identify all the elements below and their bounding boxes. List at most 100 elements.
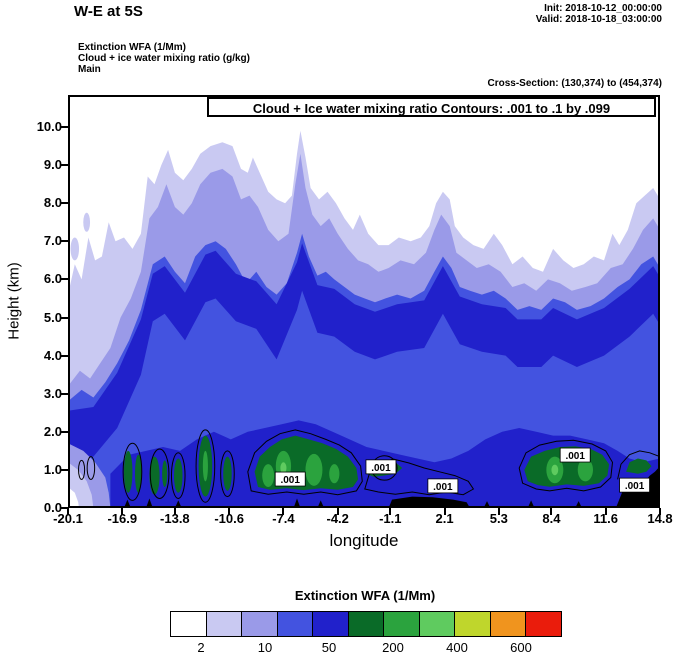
low-cloud-green-2 — [135, 454, 142, 493]
green-core-6 — [577, 458, 593, 482]
green-core-7 — [202, 450, 208, 482]
colorbar-tick-label: 50 — [321, 640, 337, 655]
y-tick-label: 2.0 — [43, 423, 62, 439]
x-tick-label: 5.3 — [489, 511, 508, 526]
x-tick-mark — [497, 508, 500, 515]
x-tick-mark — [173, 508, 176, 515]
x-tick-mark — [67, 508, 69, 515]
terrain-bump-2 — [146, 498, 153, 508]
field-line-cloud-ice: Cloud + ice water mixing ratio (g/kg) — [78, 53, 250, 64]
y-tick-mark — [61, 126, 68, 128]
y-tick-mark — [61, 468, 68, 471]
contour-label: .001 — [280, 475, 300, 486]
colorbar-cell-lavender — [206, 612, 243, 636]
x-tick-mark — [443, 508, 446, 515]
y-tick-mark — [61, 316, 68, 319]
y-tick-label: 8.0 — [43, 195, 62, 211]
y-tick-label: 3.0 — [43, 385, 62, 401]
x-tick-label: -7.4 — [272, 511, 295, 526]
contour-label: .001 — [625, 481, 645, 492]
y-tick-mark — [61, 430, 68, 433]
x-tick-label: -10.6 — [214, 511, 244, 526]
cloud-contour-line — [170, 452, 186, 499]
terrain-strip-center — [388, 496, 470, 508]
y-tick-mark — [61, 354, 68, 357]
colorbar-tick-label: 10 — [257, 640, 273, 655]
colorbar — [170, 611, 562, 637]
terrain-bump-4 — [293, 498, 301, 508]
field-line-main: Main — [78, 64, 101, 75]
colorbar-cell-yellow — [455, 612, 491, 636]
surface-left-white — [68, 487, 79, 508]
x-tick-mark — [604, 508, 607, 515]
cloud-contour-line — [247, 429, 363, 496]
y-tick-label: 6.0 — [43, 271, 62, 287]
y-tick-label: 4.0 — [43, 347, 62, 363]
contour-label-box — [274, 471, 306, 487]
cloud-contour-line — [617, 450, 660, 480]
low-cloud-green-1 — [123, 450, 133, 493]
contour-label: .001 — [371, 463, 391, 474]
colorbar-tick-label: 400 — [446, 640, 468, 655]
x-tick-label: 2.1 — [435, 511, 454, 526]
valid-time-label: Valid: 2018-10-18_03:00:00 — [535, 14, 662, 25]
colorbar-cell-darkgreen — [348, 612, 385, 636]
x-tick-mark — [659, 508, 661, 515]
x-tick-label: -20.1 — [53, 511, 83, 526]
contour-label-box — [365, 459, 397, 475]
y-tick-label: 7.0 — [43, 233, 62, 249]
x-tick-label: -1.1 — [379, 511, 402, 526]
x-axis-title: longitude — [329, 531, 399, 550]
cloud-contour-line — [122, 442, 143, 501]
field-description-block: Extinction WFA (1/Mm) Cloud + ice water … — [78, 42, 250, 75]
lightgreen-core-1 — [280, 462, 287, 474]
colorbar-cell-blue — [277, 612, 314, 636]
init-time-label: Init: 2018-10-12_00:00:00 — [544, 3, 662, 14]
x-tick-mark — [282, 508, 285, 515]
x-tick-mark — [336, 508, 339, 515]
cloud-contour-line — [220, 450, 235, 498]
plot-border — [68, 95, 660, 508]
colorbar-cell-green — [384, 612, 420, 636]
contour-label-box — [427, 478, 459, 494]
terrain-bump-1 — [124, 499, 131, 508]
colorbar-tick-label: 600 — [510, 640, 532, 655]
colorbar-cell-white — [171, 612, 207, 636]
x-tick-label: -4.2 — [326, 511, 349, 526]
plot-layers: .001 .001 .001 .001 .001 — [68, 95, 660, 508]
x-tick-mark — [228, 508, 231, 515]
cloud-contour-line — [78, 459, 86, 480]
x-tick-label: 8.4 — [542, 511, 561, 526]
contour-label: .001 — [433, 482, 453, 493]
y-axis-title: Height (km) — [5, 262, 23, 340]
cloud-contour-line — [149, 448, 170, 499]
cross-section-label: Cross-Section: (130,374) to (454,374) — [487, 78, 662, 89]
lavender-speck-2 — [83, 212, 91, 232]
y-tick-mark — [61, 507, 68, 509]
colorbar-cell-darkblue — [313, 612, 349, 636]
y-tick-mark — [61, 202, 68, 205]
low-cloud-green-4 — [162, 460, 168, 488]
colorbar-tick-label: 2 — [197, 640, 205, 655]
y-tick-mark — [61, 240, 68, 243]
init-valid-block: Init: 2018-10-12_00:00:00 Valid: 2018-10… — [536, 3, 662, 25]
contour-info-box: Cloud + Ice water mixing ratio Contours:… — [207, 97, 656, 117]
y-tick-mark — [61, 164, 68, 167]
colorbar-tick-label: 200 — [382, 640, 404, 655]
contour-label: .001 — [565, 451, 585, 462]
y-tick-label: 9.0 — [43, 157, 62, 173]
colorbar-title: Extinction WFA (1/Mm) — [294, 588, 436, 603]
green-core-3 — [305, 453, 323, 486]
low-cloud-green-3 — [149, 456, 160, 495]
x-tick-mark — [389, 508, 392, 515]
colorbar-cell-periwinkle — [242, 612, 278, 636]
x-tick-mark — [550, 508, 553, 515]
green-core-1 — [262, 464, 275, 488]
cloud-contour-line — [195, 429, 216, 503]
y-tick-label: 5.0 — [43, 309, 62, 325]
contour-cross-section-plot: .001 .001 .001 .001 .001 — [68, 95, 660, 508]
colorbar-cell-orange — [490, 612, 527, 636]
green-core-4 — [329, 464, 340, 484]
page-title: W-E at 5S — [74, 3, 143, 20]
y-tick-mark — [61, 278, 68, 281]
